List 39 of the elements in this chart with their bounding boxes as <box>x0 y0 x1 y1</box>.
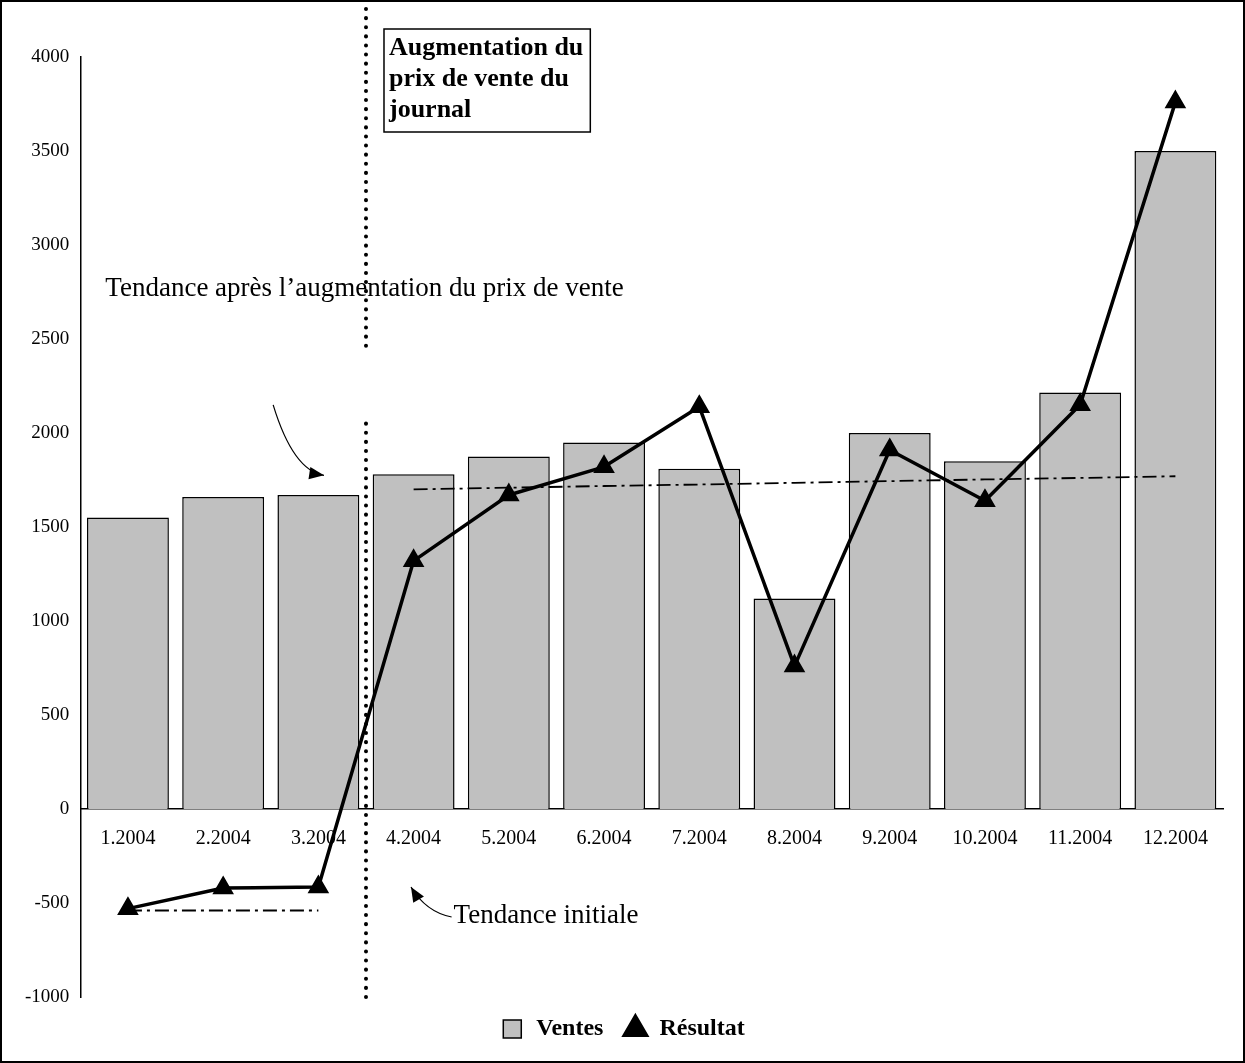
x-tick-label: 7.2004 <box>671 826 727 849</box>
point <box>118 897 138 915</box>
y-tick-label: 0 <box>59 796 70 818</box>
y-tick-label: 1500 <box>31 514 70 536</box>
legend-label: Ventes <box>536 1014 604 1041</box>
point <box>880 439 900 457</box>
point <box>594 456 614 474</box>
y-tick-label: 3000 <box>31 232 70 254</box>
point <box>784 655 805 673</box>
x-tick-label: 2.2004 <box>195 826 251 849</box>
x-tick-label: 12.2004 <box>1142 826 1208 849</box>
x-tick-label: 8.2004 <box>767 826 822 849</box>
x-tick-label: 5.2004 <box>481 826 537 849</box>
annotation: Tendance initiale <box>453 898 639 929</box>
point <box>1070 394 1090 412</box>
point <box>499 484 519 502</box>
point <box>1165 91 1185 109</box>
x-tick-label: 11.2004 <box>1048 826 1113 849</box>
ref-line-label: Augmentation du prix de vente du journal <box>388 31 584 123</box>
y-tick-label: 2000 <box>31 420 70 442</box>
x-tick-label: 6.2004 <box>576 826 632 849</box>
point <box>213 877 233 895</box>
x-tick-label: 9.2004 <box>862 826 918 849</box>
y-tick-label: 3500 <box>31 138 70 160</box>
point <box>404 550 424 568</box>
y-tick-label: -500 <box>34 890 70 912</box>
point <box>975 489 995 507</box>
y-tick-label: -1000 <box>25 984 70 1006</box>
x-tick-label: 4.2004 <box>386 826 442 849</box>
x-tick-label: 1.2004 <box>100 826 156 849</box>
y-tick-label: 4000 <box>31 44 70 66</box>
y-tick-label: 1000 <box>31 608 70 630</box>
x-tick-label: 10.2004 <box>952 826 1018 849</box>
y-tick-label: 2500 <box>31 326 70 348</box>
legend-label: Résultat <box>659 1014 745 1041</box>
point <box>689 395 709 413</box>
annotation: Tendance après l’augmentation du prix de vente <box>105 272 624 303</box>
y-tick-label: 500 <box>40 702 70 724</box>
point <box>308 876 328 894</box>
